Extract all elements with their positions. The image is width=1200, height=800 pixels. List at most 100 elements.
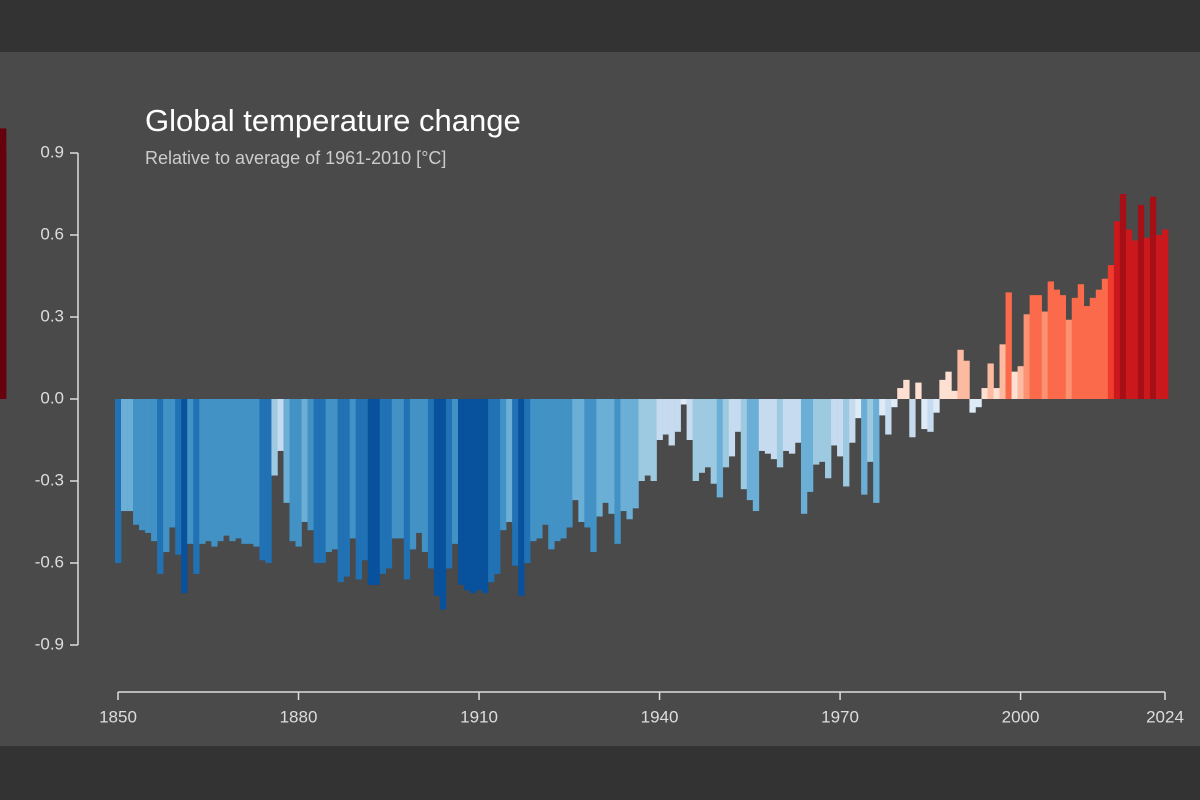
bar <box>710 399 718 484</box>
bar <box>999 344 1006 399</box>
bar <box>554 399 561 542</box>
x-tick-label: 1940 <box>641 707 679 726</box>
bar <box>728 399 736 457</box>
bar <box>812 399 820 465</box>
y-tick-label: 0.0 <box>40 388 64 407</box>
bar <box>343 399 350 577</box>
bar <box>427 399 435 569</box>
bar <box>169 399 176 528</box>
bar <box>295 399 302 547</box>
bar <box>439 399 447 610</box>
x-tick-label: 2000 <box>1002 707 1040 726</box>
bar <box>187 399 194 544</box>
y-tick-label: 0.6 <box>40 224 64 243</box>
bar <box>488 399 495 583</box>
bar <box>494 399 501 574</box>
bar <box>151 399 158 542</box>
bar <box>349 399 356 539</box>
bar <box>331 399 338 550</box>
bar <box>825 399 832 479</box>
y-tick-label: -0.3 <box>35 470 64 489</box>
bar <box>548 399 555 550</box>
chart-title: Global temperature change <box>145 103 521 138</box>
bar <box>590 399 597 553</box>
bar <box>933 399 940 413</box>
bar <box>355 399 362 580</box>
bar <box>385 399 393 569</box>
bar <box>819 399 826 462</box>
bar <box>253 399 260 547</box>
bar <box>193 399 200 574</box>
bar <box>578 399 585 522</box>
bar <box>800 399 808 514</box>
bar <box>247 399 254 544</box>
bar <box>1077 284 1085 399</box>
bar <box>927 399 934 432</box>
bar <box>909 399 916 438</box>
bar <box>614 399 621 544</box>
bar <box>536 399 543 539</box>
bar <box>463 399 471 591</box>
bar <box>181 399 188 594</box>
bar <box>662 399 669 435</box>
bar <box>235 399 242 539</box>
bar <box>530 399 537 542</box>
bar <box>752 399 760 512</box>
bar <box>199 399 206 544</box>
bar <box>921 399 928 430</box>
bar <box>223 399 230 536</box>
bar <box>415 399 423 533</box>
bar <box>1071 297 1079 399</box>
bar <box>470 399 477 594</box>
bar <box>656 399 663 440</box>
x-tick-label: 1850 <box>99 707 137 726</box>
bar <box>831 399 838 446</box>
bar <box>139 399 146 531</box>
bar <box>373 399 381 585</box>
bar <box>1149 196 1157 399</box>
bar <box>476 399 483 591</box>
bar <box>403 399 411 580</box>
bar <box>680 399 687 405</box>
bar <box>879 399 886 416</box>
bar <box>596 399 603 517</box>
bar <box>445 399 453 569</box>
bar <box>957 349 964 399</box>
bar <box>1119 194 1127 399</box>
x-tick-label: 2024 <box>1146 707 1184 726</box>
bar <box>849 399 856 443</box>
bar <box>289 399 296 542</box>
bar <box>1113 221 1121 399</box>
bar <box>1083 306 1091 399</box>
bar <box>951 390 958 399</box>
bar <box>638 399 645 481</box>
bar <box>163 399 170 553</box>
bar <box>692 399 699 481</box>
bar <box>987 363 994 399</box>
bar <box>1041 311 1048 399</box>
bar <box>1035 295 1042 399</box>
bar <box>127 399 134 512</box>
bar <box>512 399 519 566</box>
bar <box>650 399 657 481</box>
bar <box>457 399 465 585</box>
bar <box>560 399 567 539</box>
bar <box>397 399 405 539</box>
bar <box>217 399 224 542</box>
bar <box>133 399 140 525</box>
bar <box>897 388 904 399</box>
bar <box>379 399 387 574</box>
y-tick-label: -0.9 <box>35 634 64 653</box>
bar <box>229 399 236 542</box>
bar <box>307 399 314 531</box>
bar <box>1155 235 1163 399</box>
bar <box>1005 292 1012 399</box>
bar <box>1029 295 1036 399</box>
bar <box>626 399 633 520</box>
bar <box>1125 229 1133 399</box>
bar <box>506 399 513 522</box>
bar <box>668 399 675 446</box>
bar <box>716 399 724 498</box>
bar <box>1137 204 1145 399</box>
